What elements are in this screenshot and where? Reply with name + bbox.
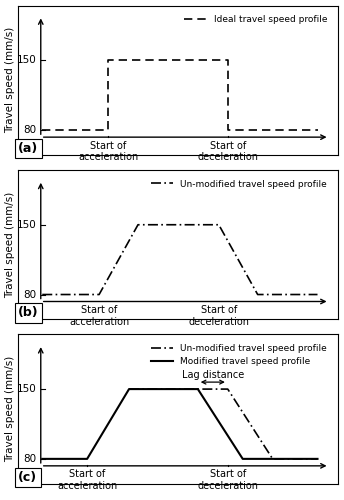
- Text: 80: 80: [23, 290, 36, 300]
- Text: Start of
deceleration: Start of deceleration: [188, 305, 249, 326]
- Text: Start of
deceleration: Start of deceleration: [197, 470, 258, 491]
- Text: Lag distance: Lag distance: [182, 370, 244, 380]
- Text: (b): (b): [18, 306, 39, 320]
- Text: Start of
acceleration: Start of acceleration: [69, 305, 129, 326]
- Y-axis label: Travel speed (mm/s): Travel speed (mm/s): [6, 192, 15, 298]
- Text: Start of
acceleration: Start of acceleration: [78, 140, 138, 162]
- Legend: Un-modified travel speed profile: Un-modified travel speed profile: [147, 176, 331, 192]
- Text: Start of
deceleration: Start of deceleration: [197, 140, 258, 162]
- Text: (a): (a): [18, 142, 39, 155]
- Text: 150: 150: [17, 56, 36, 66]
- Y-axis label: Travel speed (mm/s): Travel speed (mm/s): [6, 27, 15, 134]
- Text: 150: 150: [17, 220, 36, 230]
- Text: Start of
acceleration: Start of acceleration: [57, 470, 117, 491]
- Y-axis label: Travel speed (mm/s): Travel speed (mm/s): [6, 356, 15, 462]
- Legend: Ideal travel speed profile: Ideal travel speed profile: [180, 12, 331, 28]
- Text: 80: 80: [23, 454, 36, 464]
- Legend: Un-modified travel speed profile, Modified travel speed profile: Un-modified travel speed profile, Modifi…: [147, 340, 331, 370]
- Text: 150: 150: [17, 384, 36, 394]
- Text: 80: 80: [23, 125, 36, 135]
- Text: (c): (c): [18, 471, 37, 484]
